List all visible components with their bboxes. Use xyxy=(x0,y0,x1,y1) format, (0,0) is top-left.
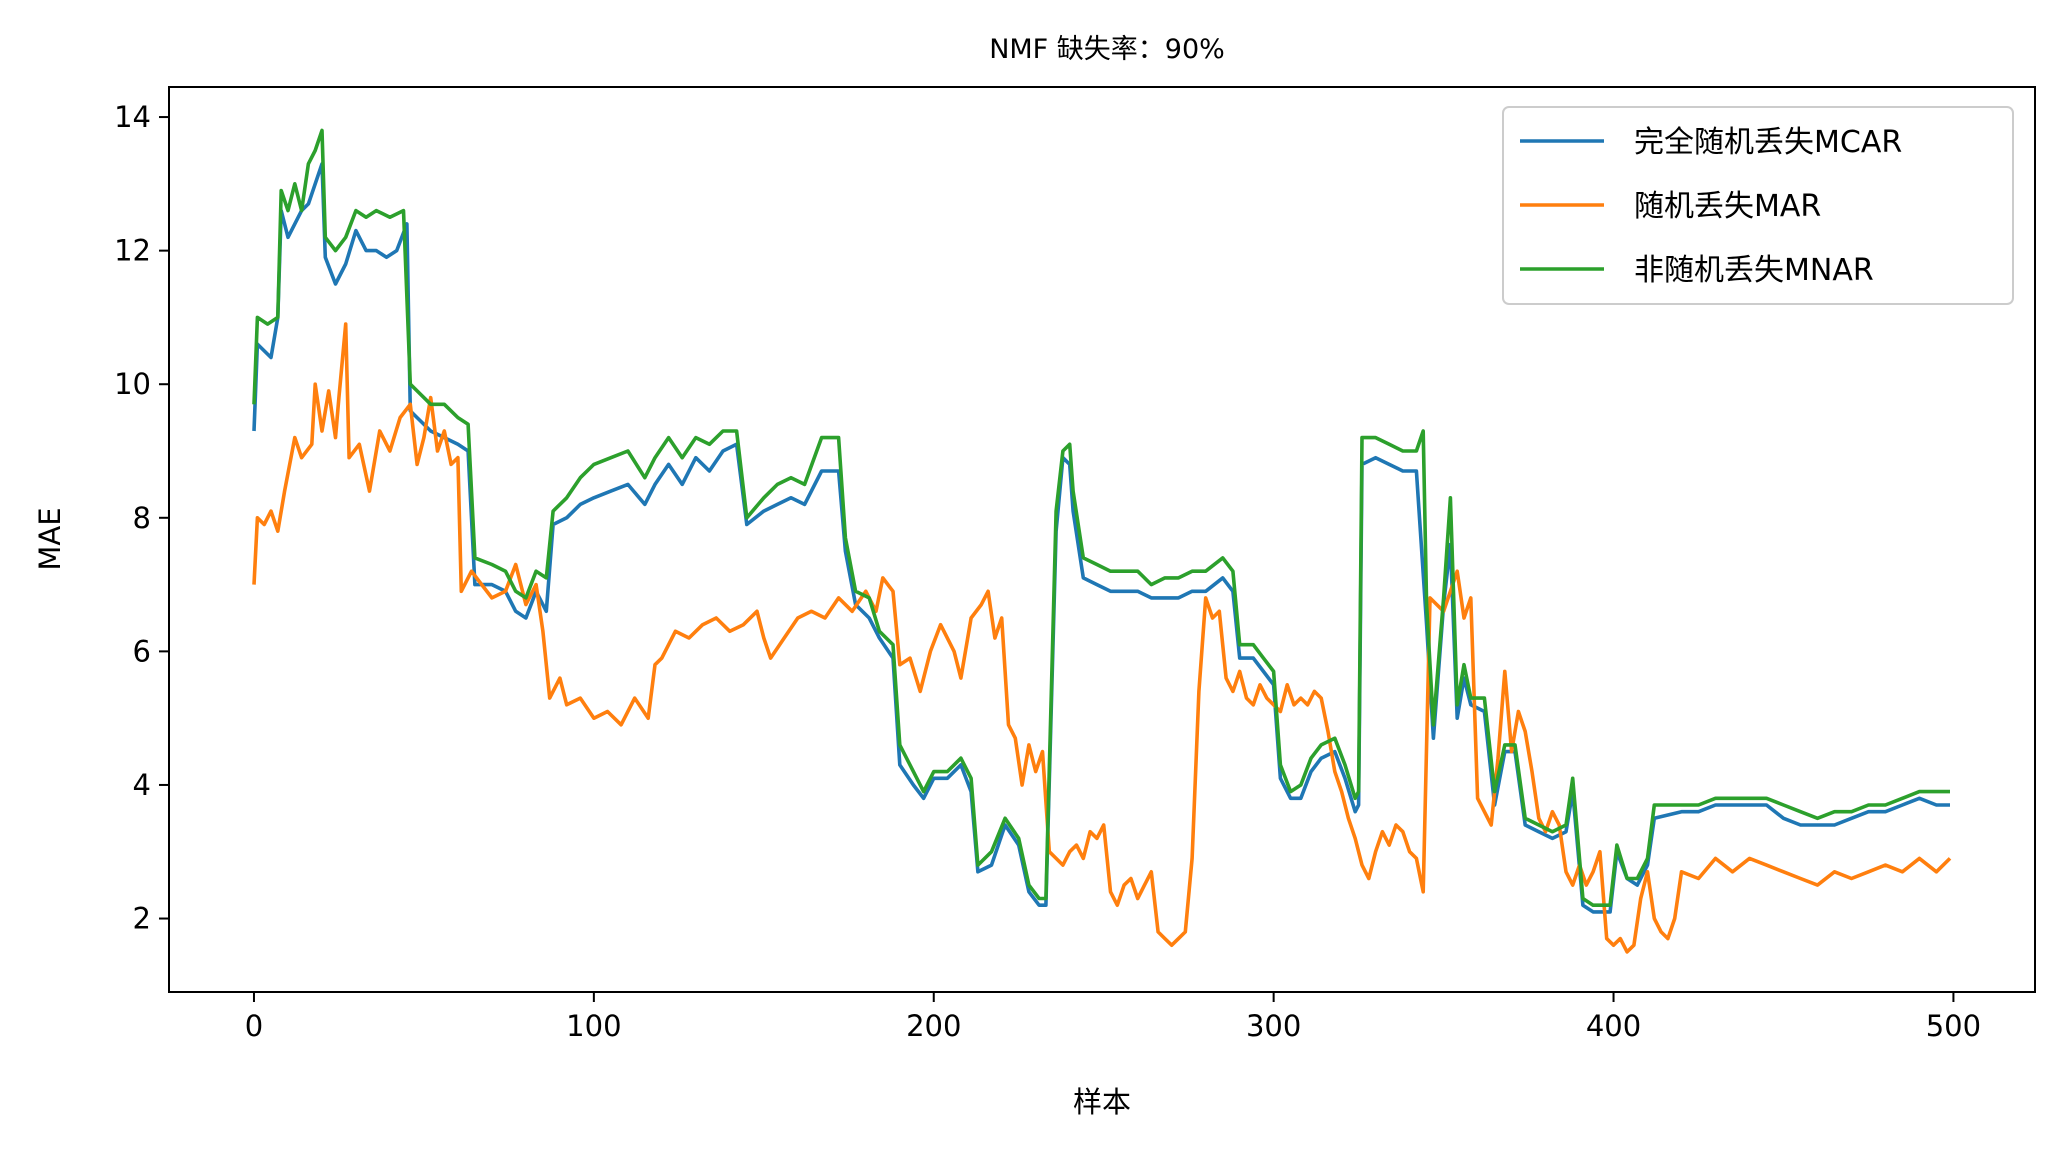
y-tick-label: 14 xyxy=(114,100,151,134)
y-axis-ticks: 2 4 6 8 10 12 14 xyxy=(114,100,169,936)
y-tick-label: 2 xyxy=(133,902,151,936)
legend-label-1: 完全随机丢失MCAR xyxy=(1634,125,1902,160)
x-tick-label: 0 xyxy=(245,1009,263,1043)
y-tick-label: 12 xyxy=(114,234,151,268)
x-axis-ticks: 0 100 200 300 400 500 xyxy=(245,992,1981,1043)
legend-label-3: 非随机丢失MNAR xyxy=(1634,253,1874,288)
x-tick-label: 100 xyxy=(566,1009,621,1043)
series-line-2 xyxy=(252,322,1952,954)
legend: 完全随机丢失MCAR 随机丢失MAR 非随机丢失MNAR xyxy=(1502,106,2014,305)
y-axis-label: MAE xyxy=(33,507,67,570)
plot-lines xyxy=(252,128,1952,954)
chart-title: NMF 缺失率：90% xyxy=(989,34,1225,65)
legend-label-2: 随机丢失MAR xyxy=(1634,189,1821,224)
x-tick-label: 400 xyxy=(1586,1009,1641,1043)
y-tick-label: 10 xyxy=(114,367,151,401)
x-axis-label: 样本 xyxy=(1073,1085,1131,1119)
x-tick-label: 300 xyxy=(1246,1009,1301,1043)
y-tick-label: 6 xyxy=(133,634,151,668)
y-tick-label: 8 xyxy=(133,501,151,535)
legend-box xyxy=(1502,106,2014,305)
x-tick-label: 500 xyxy=(1926,1009,1981,1043)
plot-frame xyxy=(168,86,2036,993)
series-line-3 xyxy=(252,128,1950,907)
x-tick-label: 200 xyxy=(906,1009,961,1043)
y-tick-label: 4 xyxy=(133,768,151,802)
